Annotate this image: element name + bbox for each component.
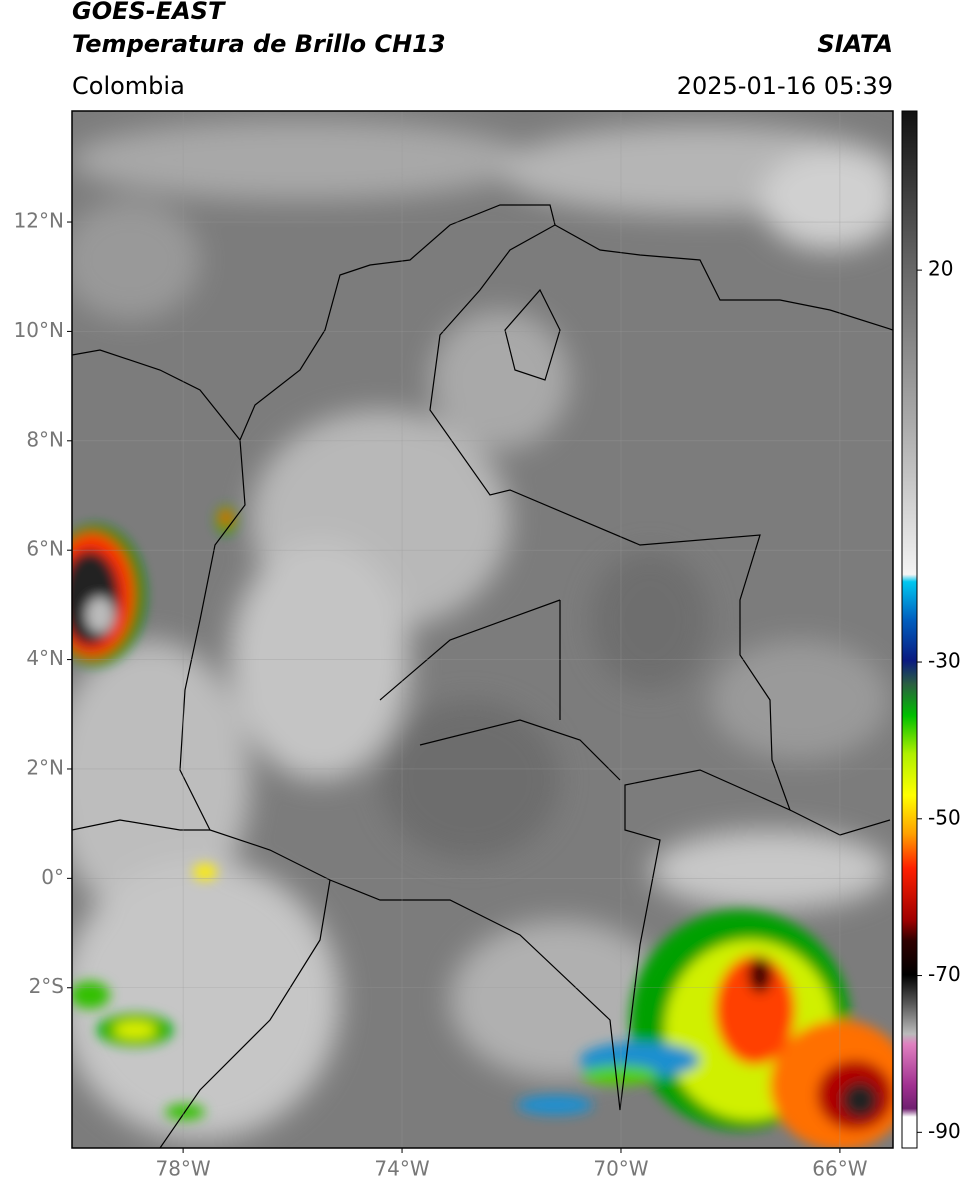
subtitle: Temperatura de Brillo CH13 [72, 30, 446, 58]
lat-tick-label: 12°N [14, 209, 64, 233]
colorbar-tick-label: -90 [928, 1119, 961, 1143]
lon-tick-label: 74°W [374, 1157, 429, 1181]
colorbar-tick-label: 20 [928, 257, 953, 281]
lat-tick-label: 10°N [14, 318, 64, 342]
cloud-field [72, 120, 893, 1140]
graticule [72, 111, 893, 1148]
lat-tick-label: 2°N [26, 755, 64, 779]
lat-tick-label: 4°N [26, 646, 64, 670]
lon-tick-label: 66°W [812, 1157, 867, 1181]
lat-tick-label: 6°N [26, 537, 64, 561]
map-frame [71, 110, 894, 1149]
colorbar [901, 110, 918, 1149]
satellite-image [72, 111, 893, 1148]
convection [72, 506, 893, 1148]
source: SIATA [817, 30, 893, 58]
lat-tick-label: 0° [41, 865, 64, 889]
borders [72, 204, 893, 1148]
region: Colombia [72, 72, 185, 100]
lon-tick-label: 70°W [593, 1157, 648, 1181]
colorbar-tick-label: -30 [928, 649, 961, 673]
lat-tick-label: 8°N [26, 427, 64, 451]
title: GOES-EAST [72, 0, 226, 25]
lat-tick-label: 2°S [29, 974, 64, 998]
timestamp: 2025-01-16 05:39 [677, 72, 893, 100]
colorbar-tick-label: -70 [928, 962, 961, 986]
lon-tick-label: 78°W [155, 1157, 210, 1181]
colorbar-tick-label: -50 [928, 805, 961, 829]
